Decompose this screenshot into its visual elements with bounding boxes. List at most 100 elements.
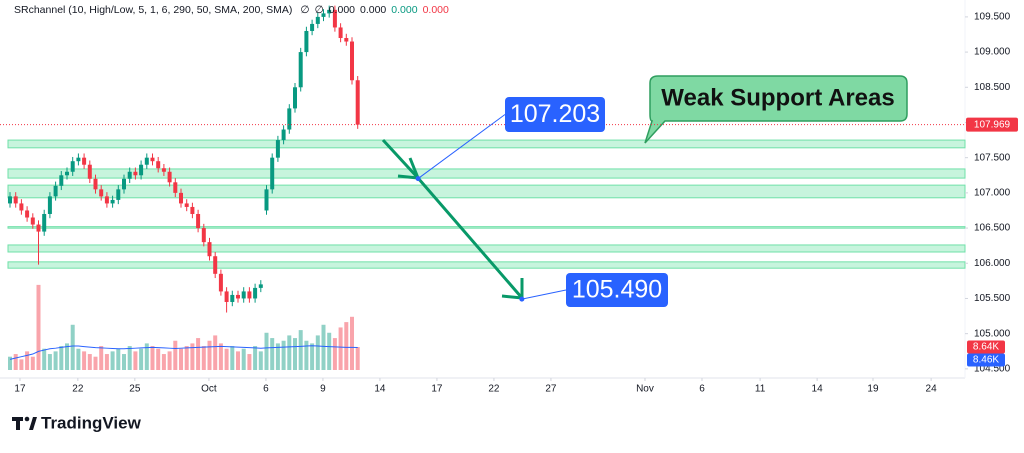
y-tick-label: 109.000 [974,47,1011,58]
volume-bar [139,348,144,370]
x-tick-label: 19 [867,384,879,395]
volume-bar [196,338,201,370]
volume-bar [241,348,246,370]
logo-mark [24,416,30,422]
candle-body [230,294,235,302]
last-price-badge [966,117,1018,132]
candle-body [82,157,87,165]
volume-bar [327,332,332,370]
volume-pane [8,284,360,370]
annotation-connector [417,114,506,179]
candle-body [87,164,92,179]
volume-bar [133,351,138,370]
y-tick-label: 105.000 [974,328,1011,339]
candle-body [133,171,138,176]
volume-bar [287,335,292,370]
volume-bar [179,348,183,370]
candle-body [76,157,81,162]
volume-bar [298,330,303,370]
x-tick-label: 14 [812,384,824,395]
volume-ma-line [9,345,358,360]
volume-bar [127,346,132,370]
volume-bar [184,346,189,370]
volume-bar [116,348,121,370]
volume-bar [144,343,149,370]
callout-box [644,75,908,144]
candle-body [150,157,155,162]
volume-bar [122,354,126,370]
candle-body [47,196,52,214]
y-tick-label: 104.500 [974,363,1011,374]
candle-body [179,192,183,204]
candle-body [332,9,337,28]
volume-bar [338,327,343,370]
support-zone [7,244,966,253]
volume-bar [213,335,218,370]
volume-bar [36,284,41,370]
candle-body [236,294,240,299]
candle-body [304,30,309,53]
candle-body [218,273,223,292]
candle-body [99,189,104,197]
x-tick-label: 17 [431,384,443,395]
volume-bar [315,335,320,370]
volume-badge [967,340,1005,354]
volume-bar [258,351,263,370]
y-tick-label: 106.500 [974,223,1011,234]
volume-bar [59,346,64,370]
volume-bar [310,343,315,370]
candle-body [338,27,343,39]
volume-bar [201,346,206,370]
candle-body [167,171,172,183]
indicator-name: SRchannel (10, High/Low, 5, 1, 6, 290, 5… [14,4,292,16]
candle-body [139,164,144,176]
volume-bar [270,338,275,370]
volume-bar [247,354,252,370]
candle-body [321,13,326,17]
candle-body [110,199,115,204]
candle-body [19,203,24,211]
volume-bar [42,348,47,370]
last-price-label: 107.969 [974,119,1011,130]
plot [8,5,360,370]
volume-bar [190,343,195,370]
x-tick-label: 27 [545,384,557,395]
candle-body [65,171,69,176]
candle-body [241,291,246,299]
candle-body [161,168,166,172]
candle-body [315,16,320,24]
annotation-box [566,273,668,307]
logo: TradingView [12,413,142,432]
candle-body [298,52,303,88]
x-tick-label: Nov [636,384,654,395]
volume-bar [332,338,337,370]
y-tick-label: 105.500 [974,293,1011,304]
volume-badge-label: 8.64K [973,342,999,353]
volume-bar [230,346,235,370]
x-tick-label: 22 [488,384,500,395]
candle-body [264,189,269,211]
candle-body [116,189,121,200]
candle-body [122,178,126,190]
candle-body [25,210,30,218]
candle-body [144,157,149,165]
volume-bar [161,354,166,370]
x-tick-label: 6 [699,384,705,395]
candle-body [104,196,109,204]
x-tick-label: 25 [129,384,141,395]
volume-bar [264,332,269,370]
support-zone [7,226,966,229]
volume-bar [99,346,104,370]
volume-bar [93,356,98,370]
candle-body [258,284,263,288]
annotation-label: 105.490 [572,276,662,304]
candle-body [270,157,275,190]
indicator-value: 0.000 [329,4,355,16]
candle-body [190,206,195,214]
y-tick-label: 109.500 [974,12,1011,23]
candle-body [13,196,18,204]
candle-body [224,291,229,302]
candle-body [247,291,252,299]
candle-body [59,175,64,186]
